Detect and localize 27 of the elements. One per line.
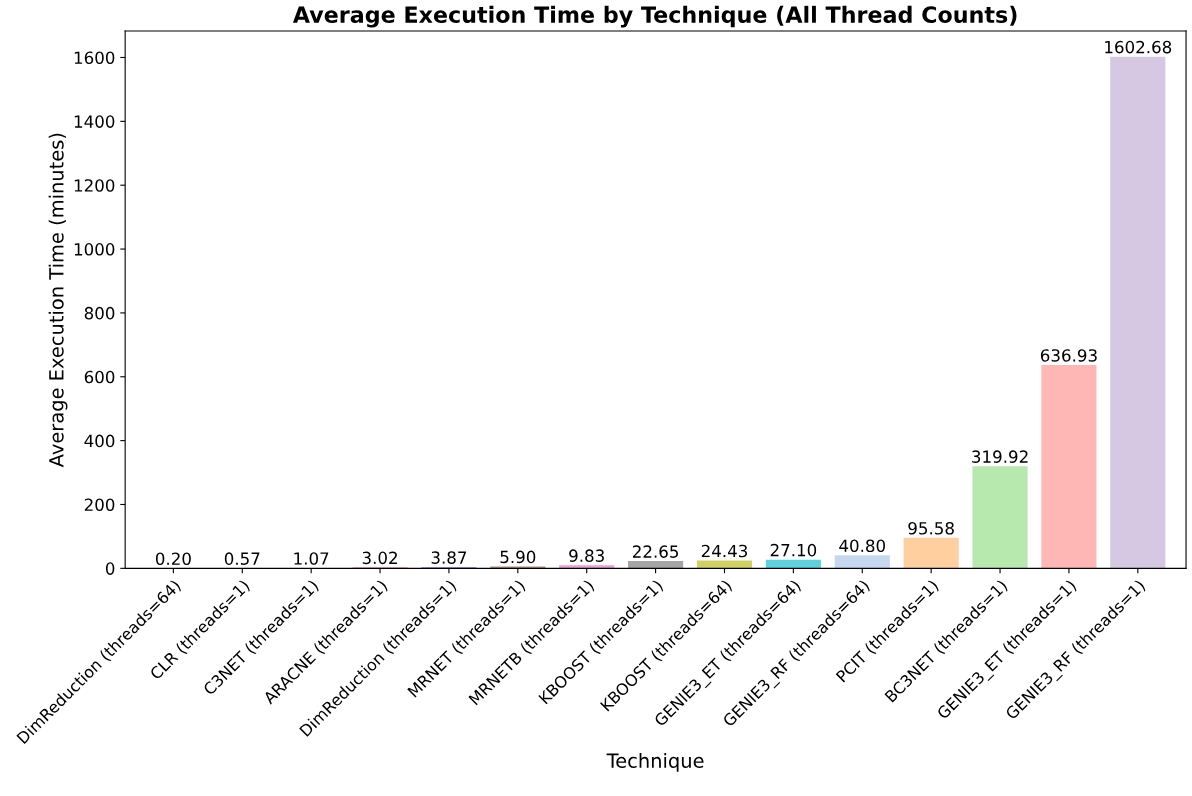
- data-label: 319.92: [972, 450, 1028, 463]
- y-tick-label: 800: [84, 306, 115, 320]
- y-tick-label: 1600: [74, 51, 115, 65]
- data-label: 95.58: [908, 521, 954, 535]
- y-tick-label: 200: [84, 498, 115, 512]
- y-tick-label: 0: [105, 562, 115, 575]
- data-label: 3.87: [431, 551, 467, 564]
- data-label: 5.90: [500, 550, 536, 564]
- data-label: 27.10: [770, 543, 817, 557]
- data-label: 24.43: [701, 544, 748, 558]
- y-tick-label: 400: [84, 434, 115, 448]
- chart-title: Average Execution Time by Technique (All Thread Counts): [292, 5, 1017, 28]
- x-axis-title: Technique: [606, 752, 704, 772]
- data-label: 1602.68: [1105, 40, 1172, 54]
- y-tick-label: 1400: [74, 115, 115, 128]
- y-tick-label: 1200: [74, 179, 115, 192]
- y-axis-title: Average Execution Time (minutes): [48, 133, 68, 468]
- data-label: 0.57: [224, 552, 260, 565]
- data-label: 40.80: [839, 539, 886, 553]
- data-label: 1.07: [294, 552, 329, 565]
- data-label: 0.20: [155, 552, 191, 566]
- y-tick-label: 600: [84, 370, 115, 384]
- y-tick-label: 1000: [74, 243, 115, 256]
- data-label: 9.83: [569, 549, 604, 562]
- data-label: 22.65: [632, 545, 678, 558]
- data-label: 636.93: [1040, 349, 1097, 362]
- data-label: 3.02: [362, 551, 397, 565]
